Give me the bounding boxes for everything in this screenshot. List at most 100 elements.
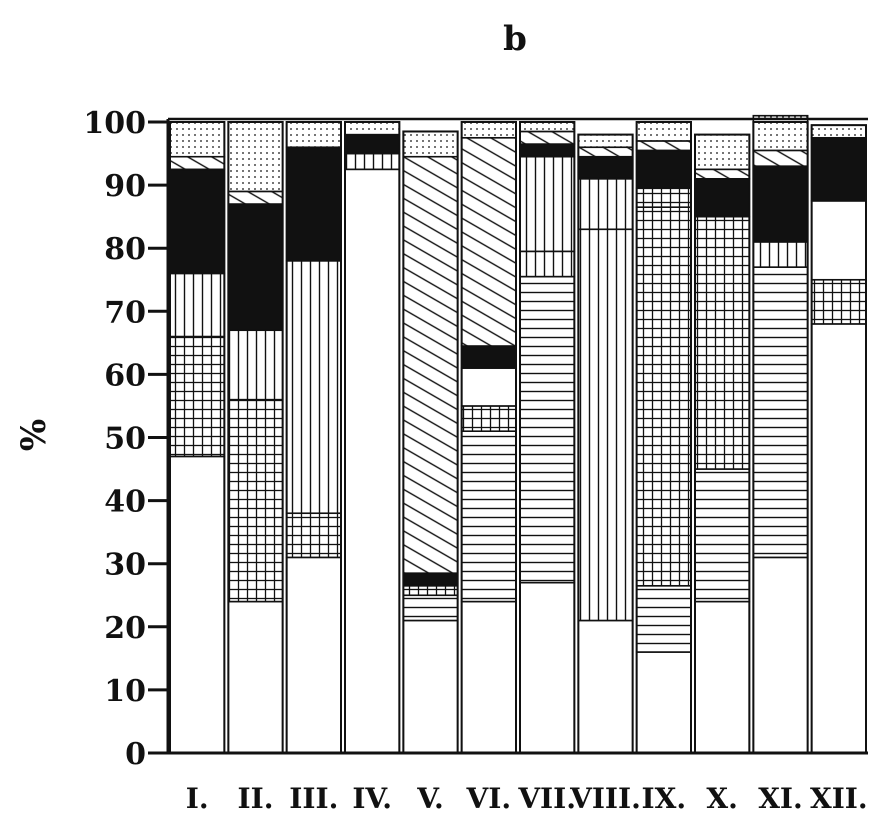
y-tick-label: 10 — [104, 674, 146, 709]
y-tick-label: 50 — [104, 422, 146, 457]
bar-segment-diagonal — [635, 140, 692, 152]
bar-segment-grid — [810, 278, 867, 325]
bar-segment-dotted — [577, 133, 634, 149]
bar-segment-vertical — [519, 250, 576, 278]
bar-segment-diagonal — [752, 149, 809, 167]
bar-segment-grid — [694, 215, 751, 470]
bar-segment-dotted — [519, 121, 576, 133]
y-tick-label: 100 — [83, 106, 146, 141]
bar-segment-grid — [635, 206, 692, 587]
y-tick-label: 0 — [125, 737, 146, 772]
bar-segment-black — [460, 345, 517, 369]
bar-segment-diagonal — [577, 146, 634, 158]
bar-segment-black — [635, 149, 692, 190]
bar-segment-blank — [752, 556, 809, 754]
bar-segment-grid — [285, 512, 342, 559]
x-tick-label: I. — [186, 782, 209, 815]
bar-segment-horizontal — [402, 594, 459, 622]
bar-segment-horizontal — [635, 584, 692, 653]
bar-segment-grid — [227, 398, 284, 603]
x-tick-label: IX. — [642, 782, 687, 815]
bar-segment-black — [402, 572, 459, 587]
bar-segment-dotted — [752, 114, 809, 152]
x-tick-label: XI. — [758, 782, 803, 815]
bar-segment-blank — [810, 200, 867, 281]
bar-segment-vertical — [285, 260, 342, 515]
bar-segment-black — [519, 143, 576, 158]
bar-segment-blank — [810, 323, 867, 754]
bar-segment-blank — [460, 600, 517, 754]
bar-segment-blank — [402, 619, 459, 754]
bar-segment-vertical — [752, 241, 809, 268]
y-tick-label: 30 — [104, 548, 146, 583]
bar-segment-grid — [460, 405, 517, 432]
bar-segment-dotted — [169, 121, 226, 158]
bar-segment-dotted — [635, 121, 692, 142]
bars — [169, 114, 868, 754]
bar-segment-grid — [635, 187, 692, 208]
bar-segment-diagonal — [519, 130, 576, 145]
bar-segment-black — [694, 177, 751, 218]
bar-segment-diagonal — [460, 136, 517, 347]
bar-segment-diagonal — [169, 155, 226, 171]
bar-segment-blank — [577, 619, 634, 754]
bar-segment-vertical — [577, 228, 634, 622]
bar-segment-diagonal — [694, 168, 751, 180]
x-tick-label: X. — [706, 782, 737, 815]
bar-segment-diagonal — [227, 190, 284, 205]
bar-segment-diagonal — [402, 155, 459, 574]
x-tick-label: XII. — [810, 782, 868, 815]
x-tick-label: VI. — [466, 782, 512, 815]
bar-segment-dotted — [810, 124, 867, 139]
bar-segment-blank — [694, 600, 751, 754]
y-tick-label: 90 — [104, 169, 146, 204]
bar-segment-horizontal — [519, 275, 576, 584]
y-tick-label: 60 — [104, 358, 146, 393]
bar-segment-blank — [285, 556, 342, 754]
bar-segment-black — [344, 133, 401, 155]
y-tick-label: 20 — [104, 611, 146, 646]
x-tick-label: II. — [238, 782, 274, 815]
bar-segment-black — [227, 203, 284, 332]
x-axis-ticks: I. II. III. IV. V. VI. VII.VIII. IX. X. XI. XII. — [186, 782, 868, 815]
bar-segment-dotted — [402, 130, 459, 158]
bar-segment-dotted — [460, 121, 517, 139]
y-axis-label: % — [14, 419, 54, 451]
y-tick-label: 80 — [104, 232, 146, 267]
x-tick-label: III. — [289, 782, 338, 815]
bar-segment-vertical — [344, 152, 401, 171]
y-axis-ticks: 0 10 20 30 40 50 60 70 80 90 100 — [83, 106, 168, 772]
x-tick-label: IV. — [352, 782, 392, 815]
bar-segment-grid — [169, 335, 226, 458]
bar-segment-blank — [344, 168, 401, 754]
x-tick-label: VIII. — [569, 782, 641, 815]
x-tick-label: V. — [416, 782, 444, 815]
bar-segment-blank — [169, 455, 226, 754]
bar-segment-black — [752, 165, 809, 243]
bar-segment-horizontal — [694, 468, 751, 603]
bar-segment-horizontal — [752, 266, 809, 559]
bar-segment-vertical — [227, 329, 284, 401]
bar-segment-blank — [227, 600, 284, 754]
y-tick-label: 40 — [104, 485, 146, 520]
bar-segment-black — [285, 146, 342, 262]
bar-segment-black — [169, 168, 226, 275]
bar-segment-blank — [460, 367, 517, 407]
bar-segment-blank — [519, 581, 576, 754]
bar-segment-dotted — [227, 121, 284, 193]
x-tick-label: VII. — [517, 782, 576, 815]
bar-segment-horizontal — [460, 430, 517, 603]
chart-title: b — [503, 19, 527, 59]
bar-segment-dotted — [694, 133, 751, 171]
bar-segment-black — [810, 136, 867, 202]
y-tick-label: 70 — [104, 295, 146, 330]
bar-segment-vertical — [577, 177, 634, 231]
bar-segment-vertical — [519, 155, 576, 253]
bar-segment-blank — [635, 651, 692, 754]
bar-segment-dotted — [344, 121, 401, 136]
bar-segment-grid — [402, 584, 459, 597]
bar-segment-black — [577, 155, 634, 180]
bar-segment-vertical — [169, 272, 226, 338]
